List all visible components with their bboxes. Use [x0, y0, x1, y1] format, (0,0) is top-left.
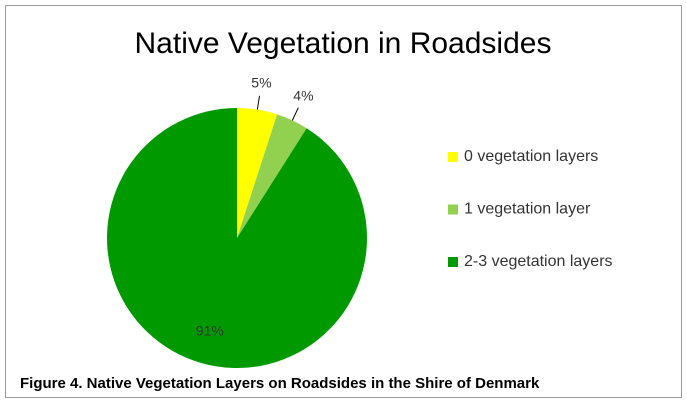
data-label: 4%: [293, 88, 313, 104]
data-label: 91%: [196, 322, 224, 338]
caption: Figure 4. Native Vegetation Layers on Ro…: [20, 375, 540, 392]
pie-slice: [237, 114, 307, 238]
legend-label: 0 vegetation layers: [464, 148, 598, 165]
legend-label: 2-3 vegetation layers: [464, 253, 613, 270]
legend-swatch: [448, 257, 458, 267]
legend-label: 1 vegetation layer: [464, 201, 591, 218]
data-label: 5%: [251, 75, 271, 91]
leader-line: [291, 107, 299, 121]
pie-slice: [237, 108, 278, 238]
legend-swatch: [448, 204, 458, 215]
chart-title: Native Vegetation in Roadsides: [135, 27, 552, 60]
legend-swatch: [448, 152, 458, 162]
leader-line: [256, 95, 261, 110]
pie-slice: [107, 108, 368, 368]
